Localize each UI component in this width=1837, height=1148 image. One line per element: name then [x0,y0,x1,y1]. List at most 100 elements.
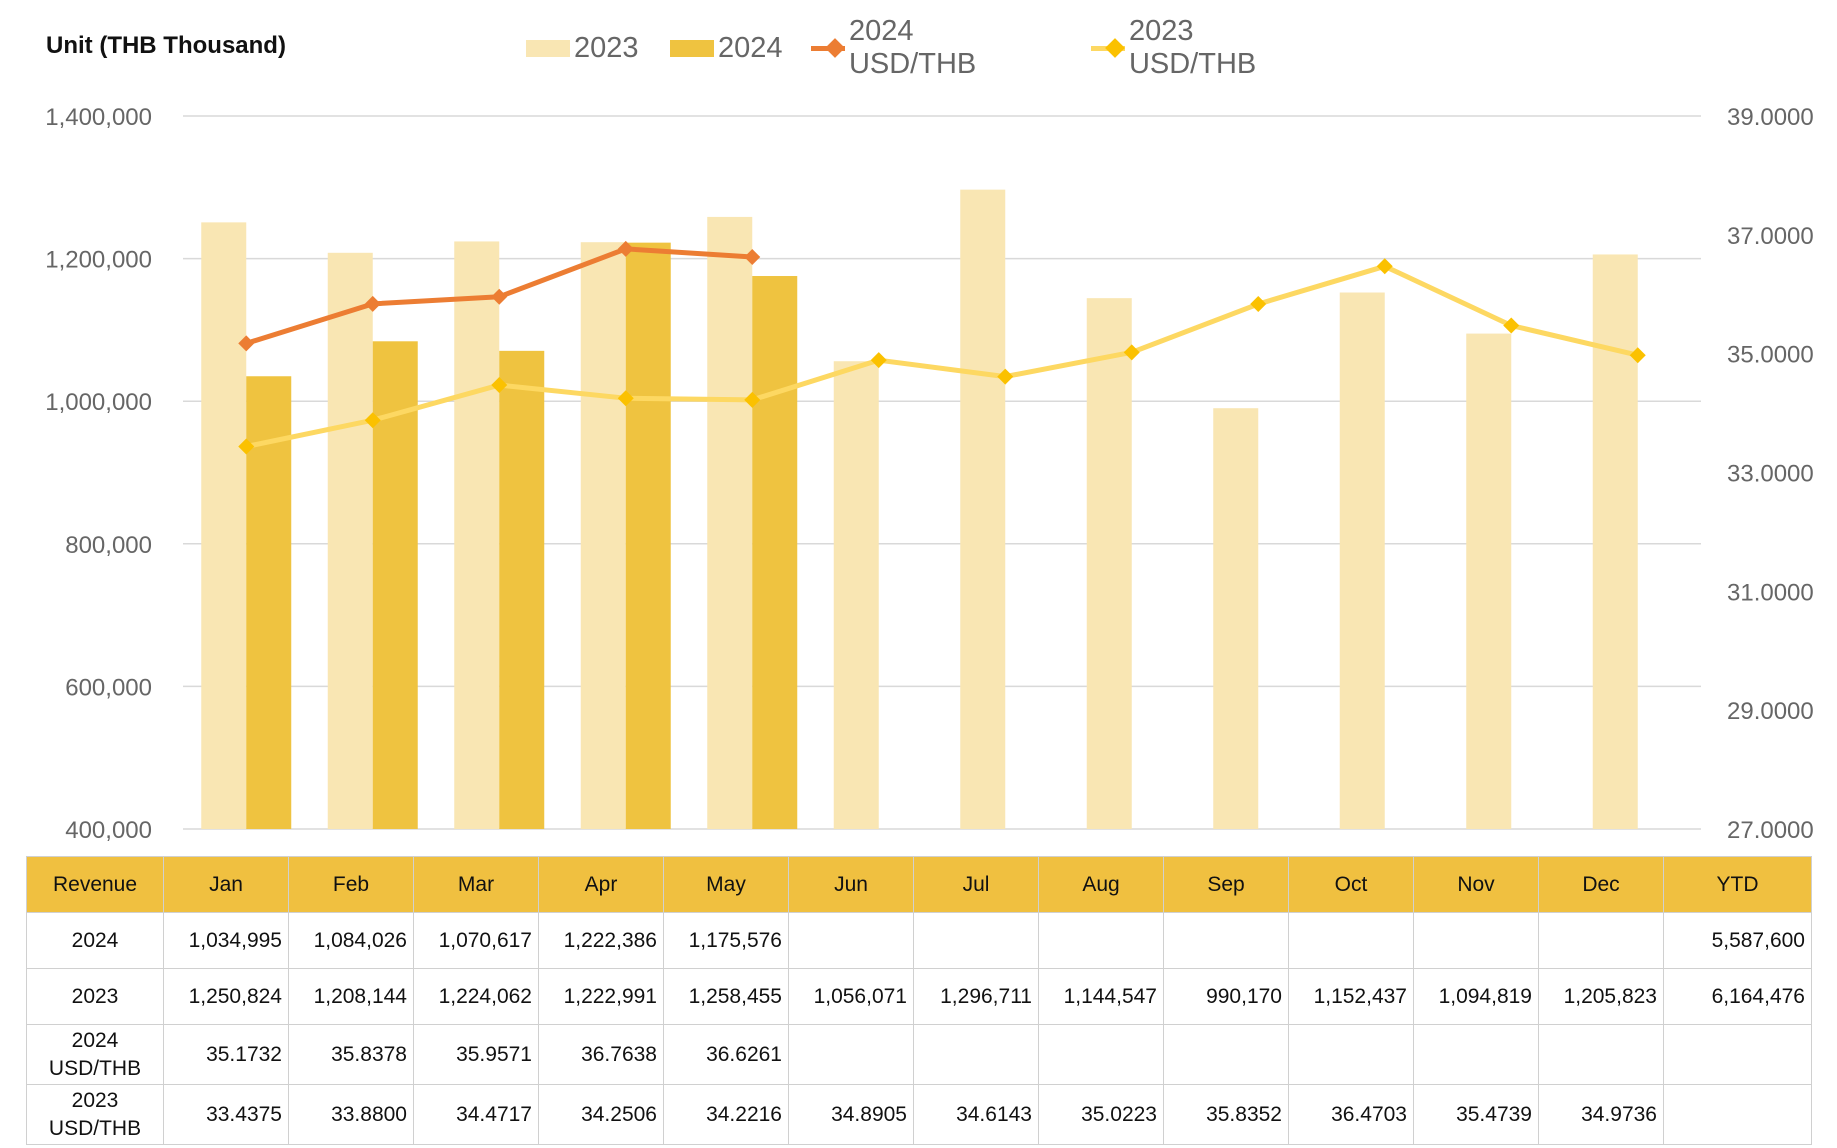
table-cell: 35.0223 [1038,1084,1164,1145]
marker-2023-usdthb [491,377,508,394]
legend-line-2024-usdthb [811,37,845,58]
table-cell: 1,152,437 [1288,968,1414,1025]
row-label: 2023 [26,968,164,1025]
table-cell: 1,250,824 [163,968,289,1025]
bar-2023-jul [960,189,1006,830]
table-cell: 34.9736 [1538,1084,1664,1145]
left-tick-label: 1,400,000 [45,104,152,131]
bar-2024-apr [625,242,671,829]
table-cell: 35.9571 [413,1024,539,1085]
table-header-cell: Apr [538,856,664,913]
table-header-cell: Nov [1413,856,1539,913]
table-row: 2023 USD/THB 33.4375 33.8800 34.4717 34.2506 3… [26,1084,1812,1145]
right-tick-label: 27.0000 [1727,817,1814,844]
row-label-line: 2024 [71,1028,119,1052]
marker-2023-usdthb [1503,317,1520,334]
table-cell: 1,175,576 [663,912,789,969]
legend-label-2023-usdthb: 2023 USD/THB [1128,15,1257,80]
marker-2023-usdthb [1250,296,1267,313]
marker-2023-usdthb [870,352,887,369]
table-header-cell: Oct [1288,856,1414,913]
bar-2023-aug [1086,298,1132,829]
bar-2023-jun [833,361,879,829]
table-cell: 1,205,823 [1538,968,1664,1025]
table-cell [913,912,1039,969]
row-label-line: 2023 [71,1088,119,1112]
marker-2024-usdthb [364,295,381,312]
right-tick-label: 31.0000 [1727,579,1814,606]
row-label: 2024 USD/THB [26,1024,164,1085]
table-cell [1413,1024,1539,1085]
bar-2023-may [707,216,753,830]
table-cell [913,1024,1039,1085]
table-header-cell: Jun [788,856,914,913]
table-cell: 34.2506 [538,1084,664,1145]
row-label-line: 2023 [71,984,119,1008]
table-cell [1663,1024,1812,1085]
table-cell: 1,084,026 [288,912,414,969]
table-cell: 33.4375 [163,1084,289,1145]
row-label: 2024 [26,912,164,969]
bar-2023-mar [454,241,500,829]
table-cell [1288,912,1414,969]
table-cell: 35.8352 [1163,1084,1289,1145]
table-header-cell: May [663,856,789,913]
left-tick-label: 1,200,000 [45,247,152,274]
table-row: 2023 1,250,824 1,208,144 1,224,062 1,222,991… [26,968,1812,1025]
left-tick-label: 400,000 [65,817,152,844]
table-cell [788,912,914,969]
marker-2023-usdthb [1123,344,1140,361]
bar-2023-feb [327,252,373,829]
table-cell [1038,912,1164,969]
table-cell: 1,222,991 [538,968,664,1025]
row-label-line: USD/THB [48,1056,142,1080]
bar-2024-feb [372,341,418,829]
table-header-cell: Feb [288,856,414,913]
bar-2023-apr [580,242,626,830]
table-cell: 1,094,819 [1413,968,1539,1025]
table-cell: 35.1732 [163,1024,289,1085]
table-cell [1163,912,1289,969]
table-header-cell: Dec [1538,856,1664,913]
left-tick-label: 1,000,000 [45,389,152,416]
revenue-chart: 400,000 600,000 800,000 1,000,000 1,200,000 1… [45,104,1814,844]
bar-2024-mar [499,350,545,829]
table-header-cell: YTD [1663,856,1812,913]
marker-2023-usdthb [1629,347,1646,364]
table-row: 2024 1,034,995 1,084,026 1,070,617 1,222,386… [26,912,1812,969]
legend-label-2023: 2023 [574,31,639,64]
legend-swatch-2023 [526,39,570,57]
marker-2023-usdthb [617,390,634,407]
marker-2024-usdthb [491,288,508,305]
legend-swatch-2024 [670,39,714,57]
unit-label: Unit (THB Thousand) [46,32,286,59]
table-cell [788,1024,914,1085]
legend-item-2024-usdthb: 2024 USD/THB [811,15,990,80]
row-label-line: 2024 [71,928,119,952]
table-cell: 36.4703 [1288,1084,1414,1145]
legend-line-2023-usdthb [1091,37,1125,58]
table-cell: 34.8905 [788,1084,914,1145]
marker-2024-usdthb [744,249,761,266]
table-cell: 34.6143 [913,1084,1039,1145]
table-cell: 1,296,711 [913,968,1039,1025]
table-cell: 36.6261 [663,1024,789,1085]
marker-2023-usdthb [1376,258,1393,275]
right-tick-label: 37.0000 [1727,223,1814,250]
table-cell: 990,170 [1163,968,1289,1025]
left-tick-label: 800,000 [65,532,152,559]
bar-2023-dec [1592,254,1638,830]
right-tick-label: 29.0000 [1727,698,1814,725]
table-cell: 1,208,144 [288,968,414,1025]
right-tick-label: 35.0000 [1727,342,1814,369]
left-tick-label: 600,000 [65,674,152,701]
table-header-cell: Aug [1038,856,1164,913]
marker-2023-usdthb [238,438,255,455]
marker-2023-usdthb [997,368,1014,385]
right-y-axis: 27.0000 29.0000 31.0000 33.0000 35.0000 37.00… [1727,104,1814,844]
table-cell: 1,144,547 [1038,968,1164,1025]
bar-2023-sep [1213,408,1259,829]
table-cell [1538,912,1664,969]
legend-label-2024-usdthb: 2024 USD/THB [848,15,977,80]
table-cell: 1,056,071 [788,968,914,1025]
